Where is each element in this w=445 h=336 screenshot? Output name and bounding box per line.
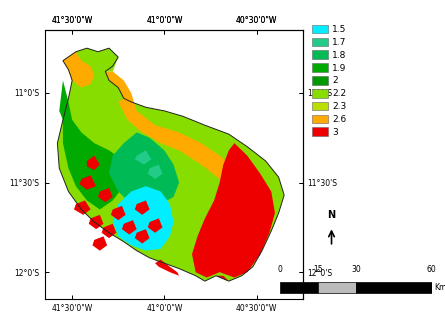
Bar: [280, 282, 318, 293]
Legend: 1.5, 1.7, 1.8, 1.9, 2, 2.2, 2.3, 2.6, 3: 1.5, 1.7, 1.8, 1.9, 2, 2.2, 2.3, 2.6, 3: [312, 25, 347, 137]
Text: 30: 30: [351, 265, 361, 274]
Bar: [318, 282, 356, 293]
Text: N: N: [328, 210, 336, 220]
Bar: [356, 282, 432, 293]
Text: 60: 60: [427, 265, 437, 274]
Text: 0: 0: [278, 265, 283, 274]
Text: 15: 15: [313, 265, 323, 274]
Text: Km: Km: [434, 283, 445, 292]
